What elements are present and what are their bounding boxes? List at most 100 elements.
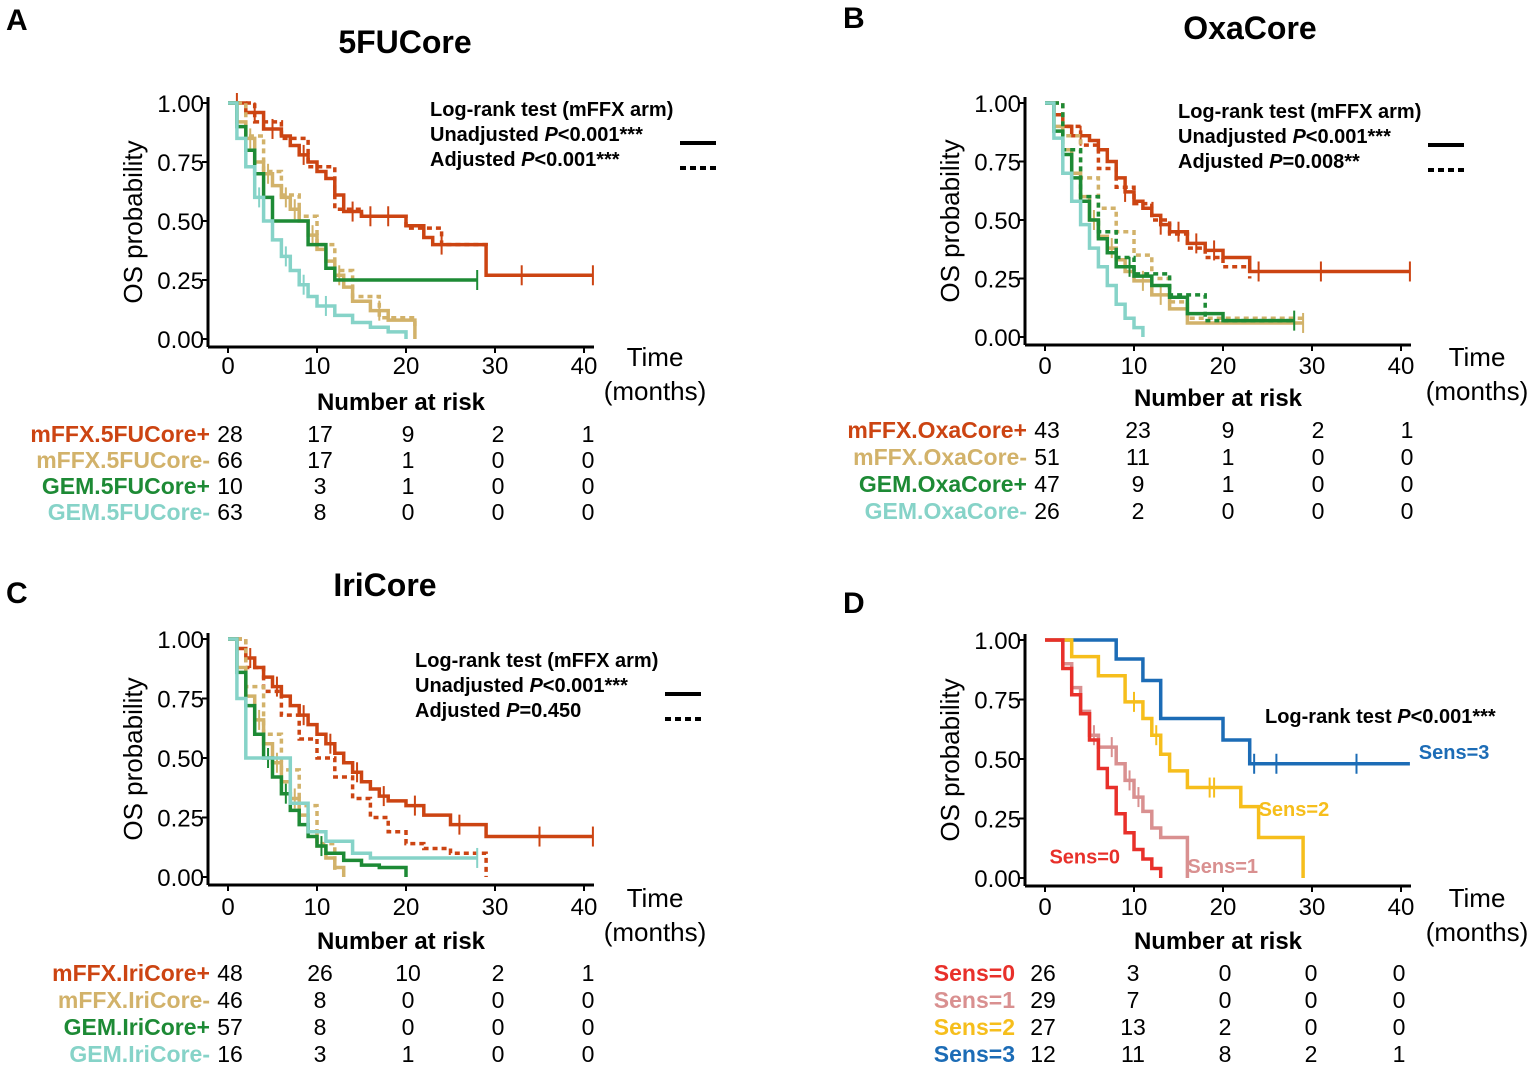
risk-cell: 0 [582, 1041, 595, 1067]
km-curve-mffx-5fucore-adjusted- [228, 101, 417, 328]
risk-cell: 16 [217, 1041, 243, 1067]
risk-cell: 0 [492, 499, 505, 525]
risk-cell: 13 [1120, 1014, 1146, 1040]
curve-label: Sens=2 [1259, 799, 1330, 821]
risk-row-label: mFFX.5FUCore- [36, 447, 210, 473]
x-axis-label-months: (months) [1426, 917, 1529, 947]
risk-row-label: GEM.5FUCore+ [42, 473, 210, 499]
risk-cell: 1 [1222, 444, 1235, 470]
x-tick-label: 40 [1388, 353, 1415, 380]
risk-cell: 0 [582, 987, 595, 1013]
legend-title: Log-rank test (mFFX arm) [430, 99, 673, 121]
risk-cell: 0 [1305, 987, 1318, 1013]
y-tick-label: 0.25 [157, 268, 204, 295]
x-tick-label: 30 [482, 353, 509, 380]
y-tick-label: 0.25 [157, 806, 204, 833]
risk-cell: 0 [582, 499, 595, 525]
risk-cell: 2 [1132, 498, 1145, 524]
legend-row: Unadjusted P<0.001*** [415, 675, 628, 697]
risk-cell: 0 [492, 1014, 505, 1040]
risk-cell: 0 [1222, 498, 1235, 524]
risk-cell: 9 [1132, 471, 1145, 497]
risk-cell: 3 [314, 473, 327, 499]
x-tick-label: 40 [571, 894, 598, 921]
risk-cell: 3 [314, 1041, 327, 1067]
y-tick-label: 0.50 [974, 747, 1021, 774]
risk-cell: 8 [314, 499, 327, 525]
risk-cell: 11 [1121, 1041, 1145, 1067]
risk-cell: 43 [1034, 417, 1060, 443]
legend-row: Unadjusted P<0.001*** [430, 124, 643, 146]
x-axis-label-time: Time [627, 342, 684, 372]
y-tick-label: 0.75 [974, 150, 1021, 177]
km-curve-mffx-oxacore-adjusted- [1045, 101, 1304, 321]
panel-label-d: D [843, 587, 865, 620]
y-axis-label: OS probability [118, 140, 148, 303]
risk-cell: 1 [402, 473, 415, 499]
km-curve-mffx-iricore-adjusted- [228, 637, 488, 877]
risk-cell: 0 [1219, 960, 1232, 986]
x-tick-label: 30 [1299, 353, 1326, 380]
x-axis-label-months: (months) [1426, 376, 1529, 406]
x-axis-label-time: Time [627, 883, 684, 913]
risk-cell: 0 [492, 1041, 505, 1067]
panel-label-a: A [6, 4, 28, 37]
risk-cell: 0 [1305, 960, 1318, 986]
y-tick-label: 0.25 [974, 267, 1021, 294]
km-curve-mffx-5fucore-adjusted- [228, 101, 488, 250]
risk-cell: 0 [1401, 471, 1414, 497]
y-axis-label: OS probability [935, 139, 965, 302]
risk-cell: 8 [314, 987, 327, 1013]
y-axis-label: OS probability [935, 678, 965, 841]
km-curve-sens-3 [1045, 638, 1410, 766]
curve-label: Sens=0 [1049, 847, 1120, 869]
y-tick-label: 0.50 [157, 209, 204, 236]
risk-row-label: Sens=3 [934, 1041, 1015, 1067]
risk-row-label: mFFX.IriCore- [58, 987, 210, 1013]
y-tick-label: 0.75 [974, 688, 1021, 715]
risk-cell: 0 [1401, 498, 1414, 524]
legend-title: Log-rank test (mFFX arm) [1178, 101, 1421, 123]
km-curve-mffx-5fucore- [228, 101, 417, 339]
x-tick-label: 40 [571, 353, 598, 380]
x-tick-label: 20 [393, 353, 420, 380]
risk-cell: 28 [217, 421, 243, 447]
panel-title-c: IriCore [333, 567, 437, 603]
panel-b: B OxaCore 0.00 0.25 0.50 0.75 1.00 0 10 20 30 40 O… [775, 0, 1535, 533]
y-tick-label: 0.75 [157, 687, 204, 714]
risk-cell: 27 [1030, 1014, 1056, 1040]
risk-cell: 0 [1401, 444, 1414, 470]
x-axis-label-time: Time [1449, 883, 1506, 913]
risk-row-label: Sens=1 [934, 987, 1015, 1013]
x-tick-label: 0 [221, 894, 234, 921]
risk-cell: 1 [402, 447, 415, 473]
y-tick-label: 0.00 [157, 865, 204, 892]
risk-cell: 10 [395, 960, 421, 986]
risk-cell: 10 [217, 473, 243, 499]
km-curve-gem-5fucore- [228, 101, 478, 282]
x-axis-label-months: (months) [604, 917, 707, 947]
risk-cell: 2 [1305, 1041, 1318, 1067]
x-tick-label: 30 [1299, 894, 1326, 921]
x-tick-label: 10 [304, 353, 331, 380]
risk-cell: 0 [1312, 498, 1325, 524]
panel-d: D 0.00 0.25 0.50 0.75 1.00 0 10 20 30 40 OS probab… [775, 533, 1535, 1067]
x-tick-label: 0 [221, 353, 234, 380]
risk-cell: 2 [492, 421, 505, 447]
panel-c: C IriCore 0.00 0.25 0.50 0.75 1.00 0 10 20 30 40 O… [0, 533, 760, 1067]
x-axis-label-time: Time [1449, 342, 1506, 372]
legend-row: Unadjusted P<0.001*** [1178, 126, 1391, 148]
risk-row-label: GEM.OxaCore+ [859, 471, 1027, 497]
risk-cell: 29 [1030, 987, 1056, 1013]
risk-cell: 0 [492, 987, 505, 1013]
risk-cell: 1 [1393, 1041, 1406, 1067]
risk-cell: 8 [314, 1014, 327, 1040]
risk-row-label: Sens=2 [934, 1014, 1015, 1040]
risk-table-title: Number at risk [1134, 385, 1303, 412]
curve-label: Sens=3 [1419, 742, 1490, 764]
risk-cell: 0 [582, 1014, 595, 1040]
y-tick-label: 1.00 [157, 91, 204, 118]
y-tick-label: 1.00 [974, 91, 1021, 118]
